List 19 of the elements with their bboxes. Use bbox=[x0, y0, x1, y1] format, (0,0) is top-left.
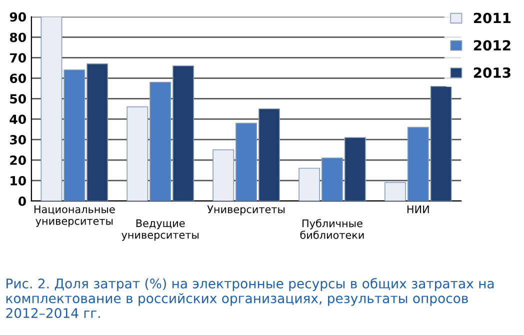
y-tick-label: 60 bbox=[10, 74, 26, 84]
legend-label: 2013 bbox=[474, 67, 510, 78]
x-tick-label: Университеты bbox=[207, 205, 285, 216]
x-tick-label: Публичные библиотеки bbox=[300, 219, 364, 239]
y-tick-label: 90 bbox=[10, 12, 26, 22]
x-tick-label: Ведущие университеты bbox=[122, 219, 198, 241]
y-tick-label: 30 bbox=[10, 135, 26, 145]
y-tick-label: 20 bbox=[10, 156, 26, 165]
y-tick-label: 10 bbox=[10, 176, 26, 186]
y-tick-label: 50 bbox=[10, 94, 26, 104]
y-tick-label: 0 bbox=[18, 196, 26, 206]
legend-label: 2012 bbox=[474, 40, 510, 51]
x-tick-label: НИИ bbox=[407, 205, 429, 214]
y-tick-label: 70 bbox=[10, 53, 26, 63]
x-tick-label: Национальные университеты bbox=[34, 205, 115, 227]
text: Рис. 2. Доля затрат (%) на электронные ресурсы в общих затратах на комплектование в российских организациях, результаты опросов 2012–2014 гг. bbox=[6, 278, 494, 318]
legend-label: 2011 bbox=[474, 12, 511, 24]
y-tick-label: 80 bbox=[10, 32, 26, 42]
y-tick-label: 40 bbox=[10, 114, 26, 124]
